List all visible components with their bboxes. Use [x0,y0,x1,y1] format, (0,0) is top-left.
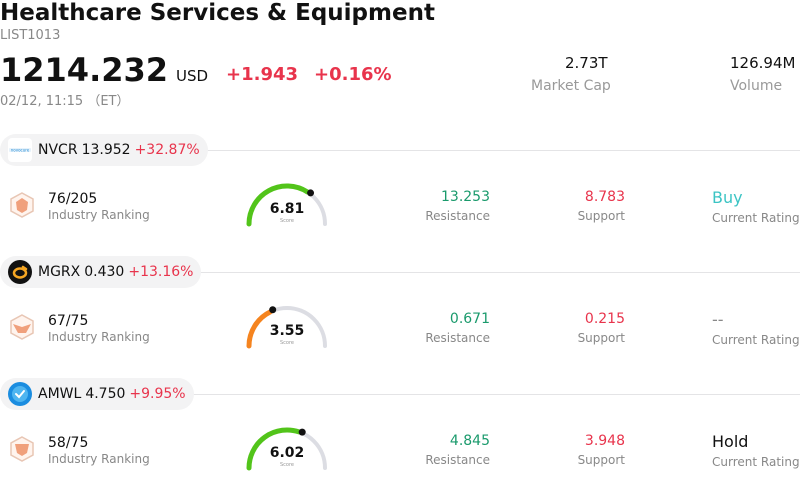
support-value: 0.215 [584,311,625,327]
industry-ranking-value: 76/205 [48,191,98,207]
gauge-fill [246,309,273,349]
stock-chip-mgrx[interactable]: MGRX 0.430 +13.16% [0,256,202,288]
index-price: 1214.232 [0,51,169,89]
market-cap-value: 2.73T [565,54,608,72]
gauge-marker [307,189,315,197]
support-label: Support [577,331,625,345]
current-rating-label: Current Rating [712,455,800,469]
stock-change-percent: +9.95% [129,386,186,402]
novocure-logo-icon: novocure [8,138,32,162]
market-cap-label: Market Cap [531,78,611,94]
current-rating-value: Hold [712,432,749,451]
resistance-value: 13.253 [441,189,490,205]
support-label: Support [577,453,625,467]
score-gauge [246,306,327,349]
industry-ranking-value: 67/75 [48,313,89,329]
score-value: 6.81 [269,201,305,217]
industry-ranking-icon [8,435,36,463]
stock-price: 4.750 [85,386,126,402]
resistance-value: 4.845 [449,433,490,449]
gauge-fill [246,427,302,471]
score-value: 3.55 [269,323,305,339]
industry-ranking-value: 58/75 [48,435,89,451]
score-gauge [246,427,327,471]
stock-chip-amwl[interactable]: AMWL 4.750 +9.95% [0,378,194,410]
price-change: +1.943 [226,64,299,85]
stock-price: 0.430 [84,264,125,280]
score-label: Score [279,462,294,468]
svg-text:novocure: novocure [11,148,30,153]
score-gauge [246,183,327,227]
volume-value: 126.94M [730,54,796,72]
industry-ranking-label: Industry Ranking [48,452,150,466]
industry-ranking-icon [8,191,36,219]
price-change-percent: +0.16% [314,64,392,85]
score-label: Score [279,340,294,346]
stock-price: 13.952 [81,142,131,158]
resistance-label: Resistance [425,331,490,345]
industry-ranking-label: Industry Ranking [48,208,150,222]
support-label: Support [577,209,625,223]
stock-symbol: AMWL [38,386,82,402]
stock-change-percent: +32.87% [134,142,200,158]
stock-symbol: NVCR [38,142,78,158]
quote-time: 02/12, 11:15 （ET） [0,94,130,109]
support-value: 3.948 [584,433,625,449]
stock-symbol: MGRX [38,264,81,280]
score-label: Score [279,218,294,224]
stock-chip-nvcr[interactable]: novocure NVCR 13.952 +32.87% [0,134,208,166]
current-rating-value: Buy [712,188,743,207]
resistance-label: Resistance [425,453,490,467]
current-rating-label: Current Rating [712,211,800,225]
gauge-marker [269,306,277,314]
current-rating-label: Current Rating [712,333,800,347]
volume-label: Volume [730,78,783,94]
currency-label: USD [176,67,209,85]
industry-ranking-label: Industry Ranking [48,330,150,344]
industry-ranking-icon [8,313,36,341]
gauge-marker [298,428,306,436]
index-title: Healthcare Services & Equipment [0,0,435,26]
index-code: LIST1013 [0,28,61,43]
resistance-label: Resistance [425,209,490,223]
current-rating-value: -- [712,310,724,329]
amwell-logo-icon [8,382,32,406]
mgrx-logo-icon [8,260,32,284]
score-value: 6.02 [269,445,305,461]
gauge-fill [246,183,310,227]
stock-change-percent: +13.16% [128,264,194,280]
resistance-value: 0.671 [449,311,490,327]
support-value: 8.783 [584,189,625,205]
